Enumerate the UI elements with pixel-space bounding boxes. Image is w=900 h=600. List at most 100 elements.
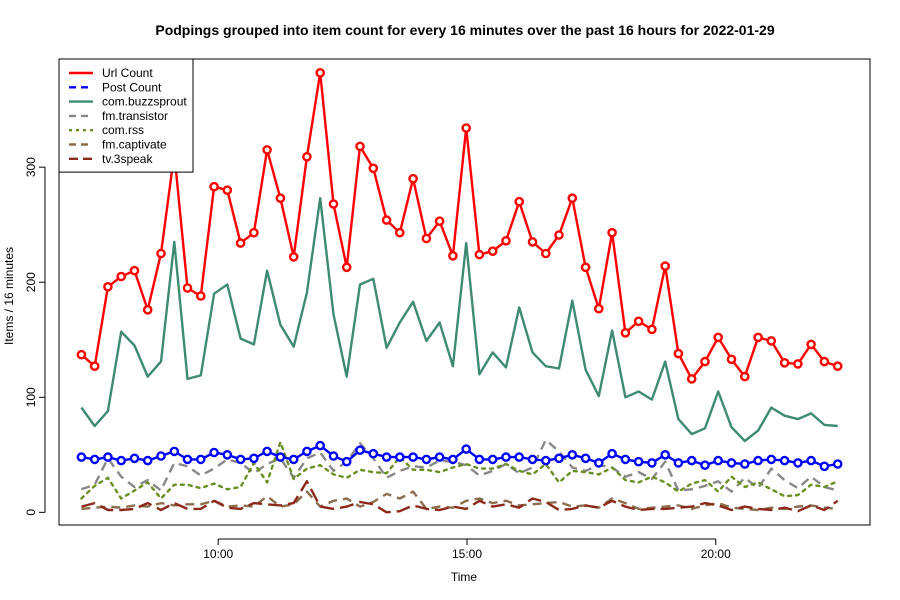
data-point: [142, 304, 153, 315]
data-point: [766, 454, 777, 465]
data-point: [832, 361, 843, 372]
data-point: [474, 249, 485, 260]
data-point: [766, 336, 777, 346]
data-point: [527, 454, 538, 465]
data-point: [129, 265, 140, 276]
data-point: [607, 448, 617, 459]
data-point: [726, 458, 737, 468]
data-point: [567, 449, 578, 460]
plot-frame: [58, 58, 871, 526]
data-point: [686, 374, 697, 384]
data-point: [341, 456, 352, 467]
data-point: [156, 451, 166, 461]
data-point: [129, 453, 140, 464]
series-url-count: [76, 68, 843, 384]
data-point: [195, 291, 206, 301]
data-point: [753, 455, 763, 466]
y-axis-label: Items / 16 minutes: [2, 247, 16, 345]
data-point: [673, 458, 684, 468]
series-line-com-buzzsprout: [80, 196, 838, 443]
data-point: [249, 227, 259, 238]
x-tick-label: 10:00: [203, 547, 233, 561]
data-point: [779, 455, 790, 466]
data-point: [726, 354, 737, 365]
data-point: [580, 453, 591, 464]
data-point: [381, 215, 392, 225]
legend-item-post-count: Post Count: [69, 80, 162, 94]
data-point: [169, 446, 180, 457]
data-point: [195, 454, 206, 465]
data-point: [673, 348, 684, 359]
data-point: [806, 339, 816, 350]
data-point: [288, 252, 299, 262]
data-point: [700, 356, 710, 367]
y-tick-label: 200: [24, 272, 38, 292]
data-point: [700, 460, 710, 471]
data-point: [514, 452, 525, 462]
legend-item-fm-captivate: fm.captivate: [69, 138, 167, 152]
data-point: [474, 454, 485, 465]
series-line-fm-transistor: [81, 438, 839, 493]
data-point: [607, 227, 617, 238]
data-point: [421, 233, 432, 244]
data-point: [368, 448, 379, 459]
data-point: [341, 262, 352, 273]
legend-label: fm.transistor: [102, 109, 168, 123]
data-point: [355, 141, 365, 152]
data-point: [275, 452, 286, 462]
data-point: [594, 303, 604, 314]
legend-label: tv.3speak: [102, 152, 153, 166]
series-com-rss: [80, 441, 839, 500]
data-point: [315, 440, 326, 451]
data-point: [209, 447, 219, 458]
legend-item-url-count: Url Count: [69, 66, 153, 80]
series-line-url-count: [80, 71, 839, 381]
data-point: [89, 361, 100, 372]
data-point: [116, 455, 126, 466]
data-point: [249, 453, 259, 464]
data-point: [156, 248, 166, 259]
data-point: [182, 454, 193, 465]
data-point: [235, 238, 246, 248]
series-line-com-rss: [80, 441, 839, 500]
data-point: [302, 151, 312, 162]
data-point: [713, 455, 724, 466]
x-tick-label: 15:00: [452, 547, 482, 561]
data-point: [275, 193, 286, 203]
legend-item-com-rss: com.rss: [69, 123, 144, 137]
legend-label: com.buzzsprout: [102, 95, 187, 109]
data-point: [461, 444, 472, 454]
data-point: [501, 452, 511, 462]
data-point: [567, 193, 578, 203]
legend-label: com.rss: [102, 123, 144, 137]
data-point: [89, 454, 100, 465]
data-point: [288, 454, 299, 465]
data-point: [620, 454, 631, 465]
data-point: [740, 371, 750, 382]
data-point: [209, 181, 219, 192]
x-axis-label: Time: [451, 570, 478, 584]
data-point: [660, 261, 671, 271]
legend-label: fm.captivate: [102, 138, 167, 152]
legend-item-fm-transistor: fm.transistor: [69, 109, 168, 123]
data-point: [713, 332, 724, 343]
y-tick-label: 100: [24, 387, 38, 407]
data-point: [182, 283, 193, 293]
series-post-count: [76, 440, 843, 472]
data-point: [408, 452, 418, 462]
data-point: [76, 349, 87, 360]
data-point: [76, 452, 87, 462]
data-point: [381, 452, 392, 462]
data-point: [328, 199, 339, 209]
data-point: [262, 145, 272, 155]
series-line-tv-3speak: [81, 480, 839, 514]
data-point: [235, 454, 246, 465]
data-point: [434, 452, 445, 462]
data-point: [633, 316, 644, 327]
data-point: [753, 332, 763, 343]
data-point: [541, 248, 551, 259]
data-point: [394, 227, 405, 238]
series-com-buzzsprout: [80, 196, 838, 443]
data-point: [647, 324, 657, 335]
